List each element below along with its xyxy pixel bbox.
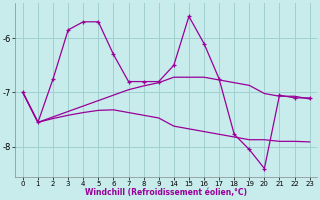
- X-axis label: Windchill (Refroidissement éolien,°C): Windchill (Refroidissement éolien,°C): [85, 188, 247, 197]
